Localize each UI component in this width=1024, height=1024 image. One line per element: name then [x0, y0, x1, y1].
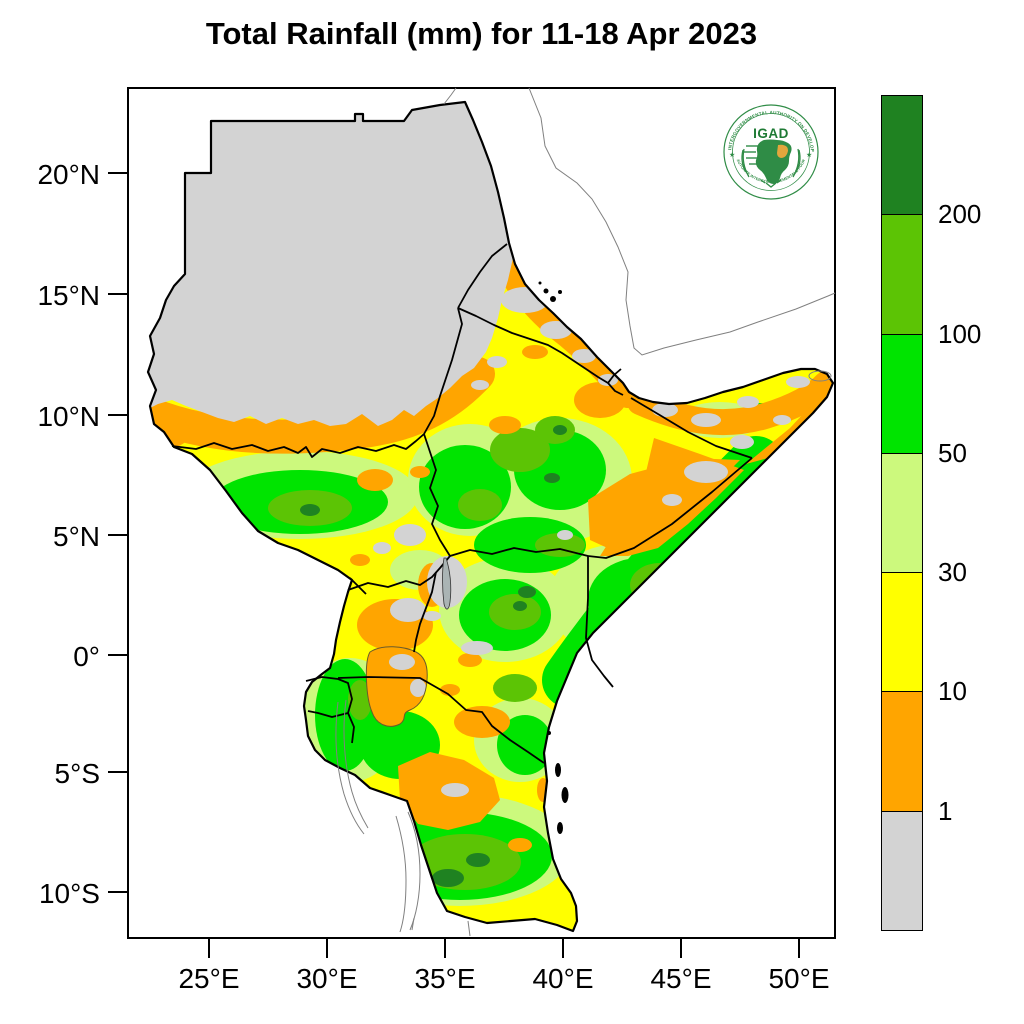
logo-acronym: IGAD [753, 126, 789, 141]
y-axis-label-5n: 5°N [53, 521, 100, 552]
colorbar-segment [882, 333, 922, 453]
igad-logo: INTERGOVERNMENTAL AUTHORITY ON DEVELOPME… [714, 96, 826, 210]
axis-tick-marks [108, 172, 800, 958]
x-axis-label-40e: 40°E [532, 963, 594, 994]
page-title: Total Rainfall (mm) for 11-18 Apr 2023 [205, 16, 758, 51]
colorbar-label-50: 50 [938, 438, 967, 468]
colorbar-label-10: 10 [938, 676, 967, 706]
logo-star-left-icon: ★ [729, 151, 735, 159]
lake-turkana [442, 557, 452, 610]
y-axis-label-5s: 5°S [54, 758, 100, 789]
neighbor-coastlines [335, 87, 836, 937]
logo-speed-lines [743, 145, 760, 165]
colorbar [881, 95, 923, 931]
islands [538, 281, 569, 834]
colorbar-label-1: 1 [938, 796, 953, 826]
y-axis-label-0: 0° [73, 641, 100, 672]
y-axis-label-15n: 15°N [37, 280, 100, 311]
colorbar-segment [882, 96, 922, 215]
x-axis-label-50e: 50°E [768, 963, 830, 994]
logo-igad-region-highlight [777, 144, 788, 158]
logo-inner-ring [732, 113, 810, 191]
x-axis-label-25e: 25°E [178, 963, 240, 994]
logo-star-right-icon: ★ [806, 151, 812, 159]
colorbar-segment [882, 810, 922, 930]
x-axis-label-30e: 30°E [296, 963, 358, 994]
lake-victoria-outline [365, 646, 428, 727]
colorbar-label-100: 100 [938, 319, 982, 349]
country-borders [171, 243, 753, 764]
colorbar-segment [882, 214, 922, 334]
colorbar-segment [882, 572, 922, 692]
y-axis-label-10n: 10°N [37, 401, 100, 432]
colorbar-segment [882, 691, 922, 811]
colorbar-segment [882, 452, 922, 573]
colorbar-label-200: 200 [938, 199, 982, 229]
x-axis-label-35e: 35°E [414, 963, 476, 994]
logo-laurel-branches [741, 148, 801, 188]
y-axis-label-10s: 10°S [38, 878, 100, 909]
y-axis-label-20n: 20°N [37, 159, 100, 190]
x-axis-label-45e: 45°E [650, 963, 712, 994]
region-outline [146, 100, 835, 933]
colorbar-label-30: 30 [938, 557, 967, 587]
